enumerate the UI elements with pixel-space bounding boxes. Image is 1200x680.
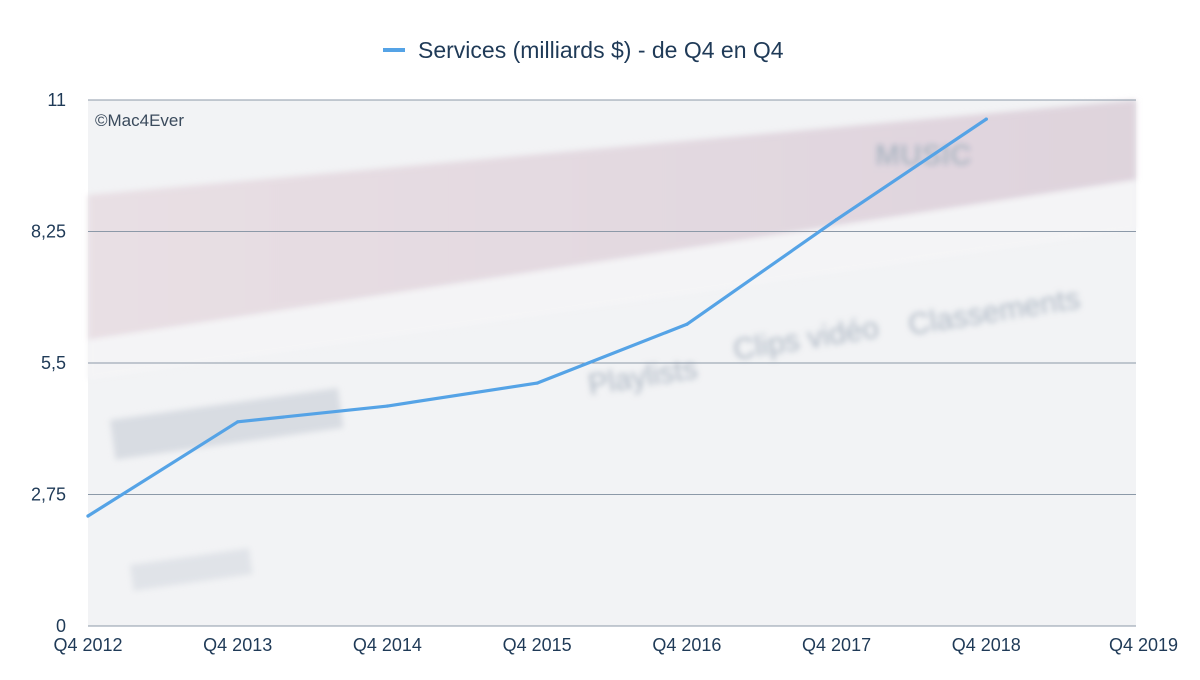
y-axis: 0 2,75 5,5 8,25 11 bbox=[31, 90, 66, 636]
y-tick-label: 11 bbox=[47, 90, 66, 110]
x-tick-label: Q4 2019 bbox=[1109, 635, 1178, 655]
x-tick-label: Q4 2017 bbox=[802, 635, 871, 655]
y-tick-label: 8,25 bbox=[31, 222, 66, 242]
legend: Services (milliards $) - de Q4 en Q4 bbox=[383, 37, 784, 63]
data-point bbox=[984, 117, 988, 121]
data-point bbox=[685, 322, 689, 326]
x-tick-label: Q4 2018 bbox=[952, 635, 1021, 655]
x-axis: Q4 2012 Q4 2013 Q4 2014 Q4 2015 Q4 2016 Q4 20… bbox=[53, 635, 1178, 655]
y-tick-label: 5,5 bbox=[41, 353, 66, 373]
series-group bbox=[86, 117, 988, 518]
x-tick-label: Q4 2016 bbox=[652, 635, 721, 655]
x-tick-label: Q4 2013 bbox=[203, 635, 272, 655]
data-point bbox=[535, 381, 539, 385]
x-tick-label: Q4 2012 bbox=[53, 635, 122, 655]
watermark: ©Mac4Ever bbox=[95, 111, 184, 130]
x-tick-label: Q4 2014 bbox=[353, 635, 422, 655]
grid bbox=[88, 99, 1136, 627]
data-point bbox=[834, 217, 839, 222]
y-tick-label: 2,75 bbox=[31, 485, 66, 505]
y-tick-label: 0 bbox=[56, 616, 66, 636]
data-point bbox=[385, 404, 390, 408]
legend-label: Services (milliards $) - de Q4 en Q4 bbox=[418, 37, 784, 63]
x-tick-label: Q4 2015 bbox=[503, 635, 572, 655]
data-point bbox=[236, 420, 240, 424]
blurred-bg-text: MUSIC bbox=[875, 139, 972, 172]
data-point bbox=[86, 514, 90, 518]
